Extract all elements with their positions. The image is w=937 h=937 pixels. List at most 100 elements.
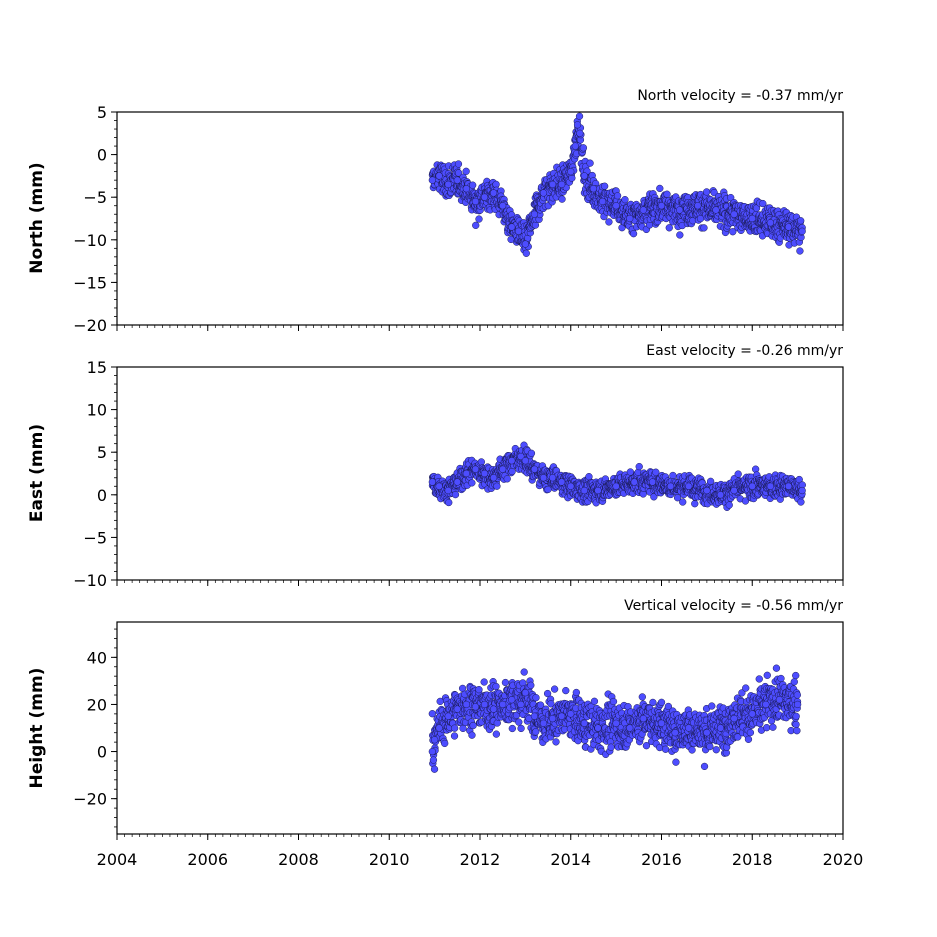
east-data-point bbox=[666, 482, 675, 490]
east-data-point bbox=[462, 469, 471, 478]
height-data-point bbox=[550, 685, 559, 693]
height-data-point bbox=[777, 674, 785, 683]
height-x-tick-label: 2018 bbox=[732, 850, 773, 869]
north-data-point bbox=[453, 176, 461, 184]
height-data-point bbox=[742, 684, 750, 692]
north-data-point bbox=[663, 190, 671, 198]
east-y-tick-label: 15 bbox=[87, 358, 107, 377]
height-data-point bbox=[562, 686, 570, 695]
east-data-point bbox=[648, 478, 657, 486]
north-data-point bbox=[539, 189, 548, 197]
east-data-point bbox=[706, 477, 715, 485]
east-data-point bbox=[503, 475, 511, 483]
height-y-tick-label: 40 bbox=[87, 648, 107, 667]
height-data-point bbox=[744, 735, 753, 743]
east-data-point bbox=[703, 486, 711, 495]
height-data-point bbox=[672, 758, 680, 766]
north-data-point bbox=[586, 159, 594, 167]
north-data-point bbox=[676, 206, 684, 214]
north-data-point bbox=[766, 219, 775, 227]
north-data-point bbox=[639, 206, 647, 214]
height-data-point bbox=[532, 728, 540, 736]
north-data-point bbox=[575, 112, 584, 120]
north-data-point bbox=[798, 227, 806, 235]
east-data-point bbox=[493, 482, 501, 490]
north-data-point bbox=[784, 223, 793, 231]
north-data-point bbox=[471, 197, 480, 206]
east-data-point bbox=[766, 482, 775, 490]
north-data-point bbox=[712, 206, 720, 214]
east-data-point bbox=[652, 468, 660, 476]
height-data-point bbox=[638, 693, 646, 701]
height-data-point bbox=[703, 729, 711, 737]
height-data-point bbox=[471, 703, 480, 711]
height-data-point bbox=[700, 762, 709, 771]
north-data-point bbox=[797, 217, 805, 225]
height-data-point bbox=[527, 681, 535, 689]
north-points bbox=[428, 112, 806, 257]
height-data-point bbox=[730, 714, 738, 723]
north-data-point bbox=[489, 189, 498, 197]
height-data-point bbox=[763, 671, 771, 679]
north-data-point bbox=[462, 167, 470, 175]
north-data-point bbox=[480, 193, 489, 201]
east-data-point bbox=[445, 498, 453, 507]
north-data-point bbox=[629, 230, 638, 238]
north-data-point bbox=[558, 180, 566, 189]
north-data-point bbox=[521, 240, 530, 248]
height-data-point bbox=[748, 710, 756, 718]
height-data-point bbox=[435, 724, 443, 732]
north-data-point bbox=[613, 192, 622, 200]
east-data-point bbox=[748, 482, 756, 490]
north-y-tick-label: 5 bbox=[97, 103, 107, 122]
north-data-point bbox=[444, 180, 452, 189]
height-data-point bbox=[626, 724, 634, 732]
east-data-point bbox=[734, 470, 742, 478]
height-data-point bbox=[489, 705, 498, 713]
north-data-point bbox=[454, 169, 463, 177]
height-data-point bbox=[567, 710, 575, 718]
height-data-point bbox=[430, 765, 439, 773]
north-data-point bbox=[508, 223, 516, 231]
height-data-point bbox=[444, 712, 452, 720]
east-y-tick-label: −5 bbox=[83, 528, 107, 547]
height-data-point bbox=[590, 697, 599, 705]
height-data-point bbox=[790, 678, 798, 686]
east-data-point bbox=[548, 474, 557, 482]
height-x-tick-label: 2010 bbox=[369, 850, 410, 869]
height-data-point bbox=[657, 698, 666, 706]
east-y-tick-label: 5 bbox=[97, 443, 107, 462]
height-y-tick-label: −20 bbox=[73, 790, 107, 809]
height-data-point bbox=[775, 696, 784, 704]
height-data-point bbox=[501, 678, 510, 687]
height-data-point bbox=[607, 743, 615, 751]
east-data-point bbox=[428, 478, 437, 486]
north-data-point bbox=[612, 202, 620, 210]
east-data-point bbox=[471, 465, 480, 473]
height-x-tick-label: 2006 bbox=[187, 850, 228, 869]
height-data-point bbox=[521, 689, 530, 697]
height-data-point bbox=[712, 746, 720, 754]
north-data-point bbox=[576, 129, 584, 137]
east-data-point bbox=[468, 479, 476, 487]
height-data-point bbox=[755, 675, 763, 683]
north-data-point bbox=[472, 221, 480, 230]
north-data-point bbox=[626, 214, 634, 223]
north-data-point bbox=[796, 247, 804, 255]
north-data-point bbox=[567, 167, 575, 176]
east-data-point bbox=[784, 482, 793, 490]
north-y-tick-label: −5 bbox=[83, 188, 107, 207]
height-data-point bbox=[517, 724, 525, 733]
height-data-point bbox=[594, 724, 602, 732]
height-data-point bbox=[609, 697, 618, 706]
north-data-point bbox=[598, 197, 607, 206]
height-data-point bbox=[639, 714, 647, 723]
height-data-point bbox=[492, 730, 500, 738]
height-data-point bbox=[453, 705, 461, 713]
height-data-point bbox=[792, 712, 800, 720]
height-data-point bbox=[428, 747, 437, 756]
height-data-point bbox=[552, 738, 560, 746]
east-data-point bbox=[558, 478, 566, 486]
north-data-point bbox=[462, 185, 471, 193]
height-data-point bbox=[792, 671, 800, 680]
